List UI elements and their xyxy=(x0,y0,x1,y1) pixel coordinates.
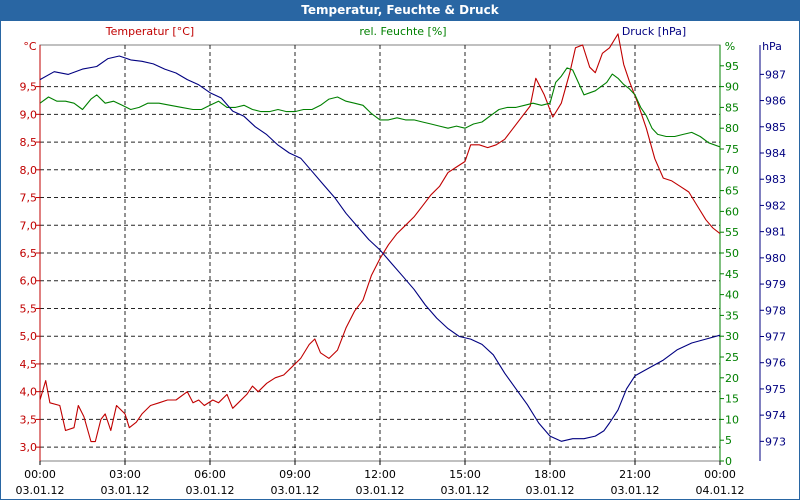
window-title-bar: Temperatur, Feuchte & Druck xyxy=(0,0,800,20)
pressure-tick-label: 985 xyxy=(765,121,786,134)
pressure-tick-label: 982 xyxy=(765,199,786,212)
temp-tick-label: 5,0 xyxy=(20,330,38,343)
x-tick-date: 03.01.12 xyxy=(526,484,575,497)
x-tick-time: 06:00 xyxy=(194,468,226,481)
humidity-tick-label: 35 xyxy=(725,309,739,322)
pressure-tick-label: 980 xyxy=(765,252,786,265)
x-tick-time: 03:00 xyxy=(109,468,141,481)
humidity-tick-label: 5 xyxy=(725,434,732,447)
humidity-tick-label: 50 xyxy=(725,247,739,260)
humidity-tick-label: 20 xyxy=(725,372,739,385)
temp-tick-label: 4,5 xyxy=(20,358,38,371)
pressure-tick-label: 973 xyxy=(765,435,786,448)
x-tick-time: 09:00 xyxy=(279,468,311,481)
temp-tick-label: 8,0 xyxy=(20,164,38,177)
humidity-tick-label: 25 xyxy=(725,351,739,364)
humidity-tick-label: 90 xyxy=(725,81,739,94)
pressure-tick-label: 976 xyxy=(765,357,786,370)
chart-title: Temperatur, Feuchte & Druck xyxy=(301,3,499,17)
pressure-tick-label: 983 xyxy=(765,173,786,186)
temp-tick-label: 5,5 xyxy=(20,302,38,315)
pressure-tick-label: 978 xyxy=(765,304,786,317)
x-tick-date: 03.01.12 xyxy=(186,484,235,497)
humidity-tick-label: 70 xyxy=(725,164,739,177)
humidity-tick-label: 95 xyxy=(725,60,739,73)
temp-axis-title: Temperatur [°C] xyxy=(105,25,194,38)
humidity-tick-label: 10 xyxy=(725,413,739,426)
pressure-tick-label: 981 xyxy=(765,226,786,239)
temperature-series-line xyxy=(39,33,721,443)
x-tick-time: 15:00 xyxy=(449,468,481,481)
temp-tick-label: 6,0 xyxy=(20,275,38,288)
temp-tick-label: 4,0 xyxy=(20,386,38,399)
x-tick-date: 03.01.12 xyxy=(271,484,320,497)
pressure-tick-label: 977 xyxy=(765,330,786,343)
pressure-series-line xyxy=(39,55,721,442)
pressure-tick-label: 986 xyxy=(765,95,786,108)
humidity-tick-label: 55 xyxy=(725,226,739,239)
x-tick-time: 12:00 xyxy=(364,468,396,481)
x-tick-date: 03.01.12 xyxy=(101,484,150,497)
temp-tick-label: 3,0 xyxy=(20,441,38,454)
humidity-tick-label: 40 xyxy=(725,289,739,302)
x-tick-time: 00:00 xyxy=(704,468,736,481)
temp-tick-label: 9,0 xyxy=(20,108,38,121)
humidity-tick-label: 80 xyxy=(725,122,739,135)
humidity-tick-label: 45 xyxy=(725,268,739,281)
humidity-tick-label: 0 xyxy=(725,455,732,468)
x-tick-date: 03.01.12 xyxy=(16,484,65,497)
x-tick-date: 03.01.12 xyxy=(611,484,660,497)
temp-tick-label: 3,5 xyxy=(20,413,38,426)
humidity-tick-label: 65 xyxy=(725,185,739,198)
humidity-tick-label: 75 xyxy=(725,143,739,156)
temp-unit-label: °C xyxy=(23,40,37,53)
x-tick-date: 03.01.12 xyxy=(356,484,405,497)
humidity-tick-label: 30 xyxy=(725,330,739,343)
x-tick-time: 18:00 xyxy=(534,468,566,481)
humidity-axis-title: rel. Feuchte [%] xyxy=(359,25,446,38)
temp-tick-label: 6,5 xyxy=(20,247,38,260)
humidity-tick-label: 15 xyxy=(725,393,739,406)
humidity-tick-label: 85 xyxy=(725,101,739,114)
pressure-tick-label: 987 xyxy=(765,68,786,81)
humidity-tick-label: 60 xyxy=(725,205,739,218)
pressure-unit-label: hPa xyxy=(762,40,782,53)
temp-tick-label: 7,5 xyxy=(20,192,38,205)
temp-tick-label: 9,5 xyxy=(20,81,38,94)
pressure-tick-label: 975 xyxy=(765,383,786,396)
x-tick-time: 21:00 xyxy=(619,468,651,481)
x-tick-date: 04.01.12 xyxy=(696,484,745,497)
pressure-tick-label: 979 xyxy=(765,278,786,291)
x-tick-time: 00:00 xyxy=(24,468,56,481)
humidity-series-line xyxy=(39,67,721,148)
x-tick-date: 03.01.12 xyxy=(441,484,490,497)
humidity-unit-label: % xyxy=(725,40,735,53)
pressure-axis-title: Druck [hPa] xyxy=(622,25,686,38)
temp-tick-label: 7,0 xyxy=(20,219,38,232)
pressure-tick-label: 974 xyxy=(765,409,786,422)
pressure-tick-label: 984 xyxy=(765,147,786,160)
temp-tick-label: 8,5 xyxy=(20,136,38,149)
